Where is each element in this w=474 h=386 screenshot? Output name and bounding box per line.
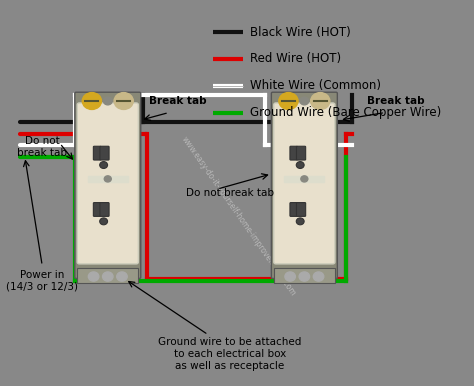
FancyBboxPatch shape [290,146,297,160]
Circle shape [102,272,113,281]
Text: Ground wire to be attached
to each electrical box
as well as receptacle: Ground wire to be attached to each elect… [158,337,302,371]
FancyBboxPatch shape [274,103,335,264]
Circle shape [296,218,304,225]
Circle shape [310,93,330,110]
Circle shape [300,97,309,105]
Text: Do not
break tab: Do not break tab [17,136,67,158]
Text: Do not break tab: Do not break tab [186,188,274,198]
Circle shape [82,93,101,110]
Circle shape [279,93,298,110]
Circle shape [285,272,295,281]
FancyBboxPatch shape [93,146,101,160]
Text: Power in
(14/3 or 12/3): Power in (14/3 or 12/3) [6,270,78,292]
Text: White Wire (Common): White Wire (Common) [250,79,381,92]
Bar [284,176,324,182]
FancyBboxPatch shape [93,203,101,217]
Bar [88,176,128,182]
FancyBboxPatch shape [290,203,297,217]
FancyBboxPatch shape [272,92,337,278]
FancyBboxPatch shape [75,92,141,278]
Circle shape [100,218,108,225]
Circle shape [100,162,108,168]
Circle shape [301,176,308,182]
FancyBboxPatch shape [100,203,109,217]
Circle shape [114,93,133,110]
Bar [274,268,335,283]
Circle shape [88,272,99,281]
FancyBboxPatch shape [297,146,306,160]
Circle shape [313,272,324,281]
Text: www.easy-do-it-yourself-home-improvements.com: www.easy-do-it-yourself-home-improvement… [180,134,298,298]
Circle shape [117,272,127,281]
Text: Ground Wire (Bare Copper Wire): Ground Wire (Bare Copper Wire) [250,106,441,119]
Circle shape [104,176,111,182]
FancyBboxPatch shape [297,203,306,217]
Bar [77,268,138,283]
FancyBboxPatch shape [77,103,138,264]
Circle shape [103,97,112,105]
Text: Break tab: Break tab [149,96,207,106]
Circle shape [296,162,304,168]
Circle shape [299,272,310,281]
FancyBboxPatch shape [100,146,109,160]
Text: Red Wire (HOT): Red Wire (HOT) [250,52,341,65]
Text: Black Wire (HOT): Black Wire (HOT) [250,25,350,39]
Text: Break tab: Break tab [367,96,425,106]
